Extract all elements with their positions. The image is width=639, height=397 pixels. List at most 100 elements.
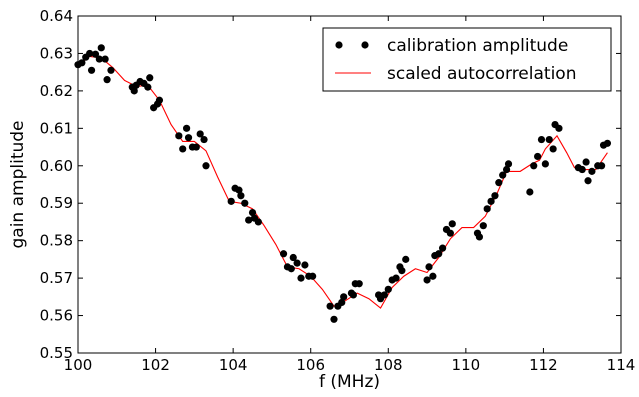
data-point: [402, 255, 410, 263]
legend-swatch-marker: [335, 41, 343, 49]
x-tick-label: 108: [374, 356, 403, 374]
data-point: [398, 267, 406, 275]
x-tick-label: 104: [219, 356, 248, 374]
data-point: [545, 135, 553, 144]
data-point: [87, 66, 96, 74]
data-point: [479, 222, 487, 230]
data-point: [200, 135, 208, 144]
data-point: [526, 188, 534, 196]
data-point: [130, 87, 138, 95]
data-point: [380, 291, 389, 299]
data-point: [603, 139, 612, 147]
plot-frame: [77, 15, 622, 354]
data-point: [435, 250, 443, 258]
data-point: [429, 272, 437, 280]
data-point: [555, 124, 563, 132]
data-point: [202, 162, 210, 170]
data-point: [499, 171, 507, 179]
data-point: [103, 76, 111, 84]
data-point: [502, 165, 511, 174]
y-tick-label: 0.63: [40, 44, 73, 62]
legend-swatch-marker: [361, 41, 369, 49]
data-point: [438, 244, 447, 252]
data-point: [95, 55, 103, 63]
data-point: [598, 162, 606, 170]
data-point: [78, 59, 86, 67]
data-point: [301, 261, 309, 269]
data-point: [588, 167, 596, 175]
x-tick-label: 112: [529, 356, 558, 374]
data-point: [155, 96, 164, 104]
y-tick-label: 0.61: [40, 119, 73, 137]
legend: calibration amplitude scaled autocorrelat…: [322, 27, 612, 92]
data-point: [487, 197, 495, 205]
data-point: [237, 192, 245, 200]
legend-label: calibration amplitude: [387, 36, 568, 56]
data-point: [254, 218, 262, 226]
data-point: [107, 66, 115, 74]
data-point: [248, 208, 257, 217]
data-point: [297, 274, 305, 282]
x-tick-label: 106: [296, 356, 325, 374]
data-point: [196, 130, 204, 138]
data-point: [340, 293, 348, 301]
axes-layer: 100 102 104 106 108 110 112 114 0.55 0.56 0.57 0.58…: [40, 7, 636, 374]
data-point: [475, 233, 484, 241]
data-point: [183, 124, 191, 132]
data-point: [541, 160, 549, 168]
data-point: [338, 298, 346, 307]
legend-entry: calibration amplitude: [335, 36, 568, 56]
x-tick-label: 110: [452, 356, 481, 374]
y-tick-label: 0.60: [40, 157, 73, 175]
point-layer: [74, 44, 612, 323]
x-tick-label: 102: [141, 356, 170, 374]
data-point: [289, 253, 297, 262]
data-point: [175, 132, 183, 140]
data-point: [279, 250, 288, 258]
data-point: [530, 162, 538, 170]
legend-label: scaled autocorrelation: [387, 64, 576, 84]
data-point: [192, 143, 200, 151]
data-point: [330, 315, 338, 323]
data-point: [483, 205, 491, 213]
data-point: [309, 272, 317, 280]
data-point: [534, 152, 542, 161]
legend-box: [322, 27, 612, 92]
y-tick-label: 0.56: [40, 307, 73, 325]
legend-entry: scaled autocorrelation: [335, 64, 576, 84]
data-point: [349, 291, 357, 299]
data-point: [184, 134, 193, 142]
data-point: [384, 285, 392, 293]
data-point: [549, 145, 557, 153]
data-point: [97, 44, 105, 52]
data-point: [392, 274, 400, 282]
data-point: [355, 280, 363, 288]
data-point: [584, 177, 592, 185]
x-axis-label: f (MHz): [319, 372, 380, 392]
line-layer: [78, 55, 608, 309]
data-point: [144, 83, 152, 91]
data-point: [245, 216, 253, 224]
x-tick-label: 100: [64, 356, 93, 374]
data-point: [423, 276, 431, 284]
data-point: [537, 135, 546, 144]
data-point: [504, 160, 513, 168]
data-point: [101, 55, 109, 63]
data-point: [578, 165, 586, 174]
data-point: [235, 186, 243, 194]
data-point: [241, 199, 249, 207]
data-point: [86, 49, 94, 58]
y-tick-label: 0.58: [40, 232, 73, 250]
y-tick-label: 0.64: [40, 7, 73, 25]
data-point: [326, 302, 334, 310]
data-point: [495, 179, 503, 187]
x-tick-label: 114: [607, 356, 636, 374]
data-point: [448, 220, 456, 228]
data-point: [491, 192, 499, 200]
data-point: [227, 197, 235, 205]
y-tick-label: 0.55: [40, 344, 73, 362]
y-tick-label: 0.57: [40, 269, 73, 287]
data-point: [287, 265, 295, 273]
